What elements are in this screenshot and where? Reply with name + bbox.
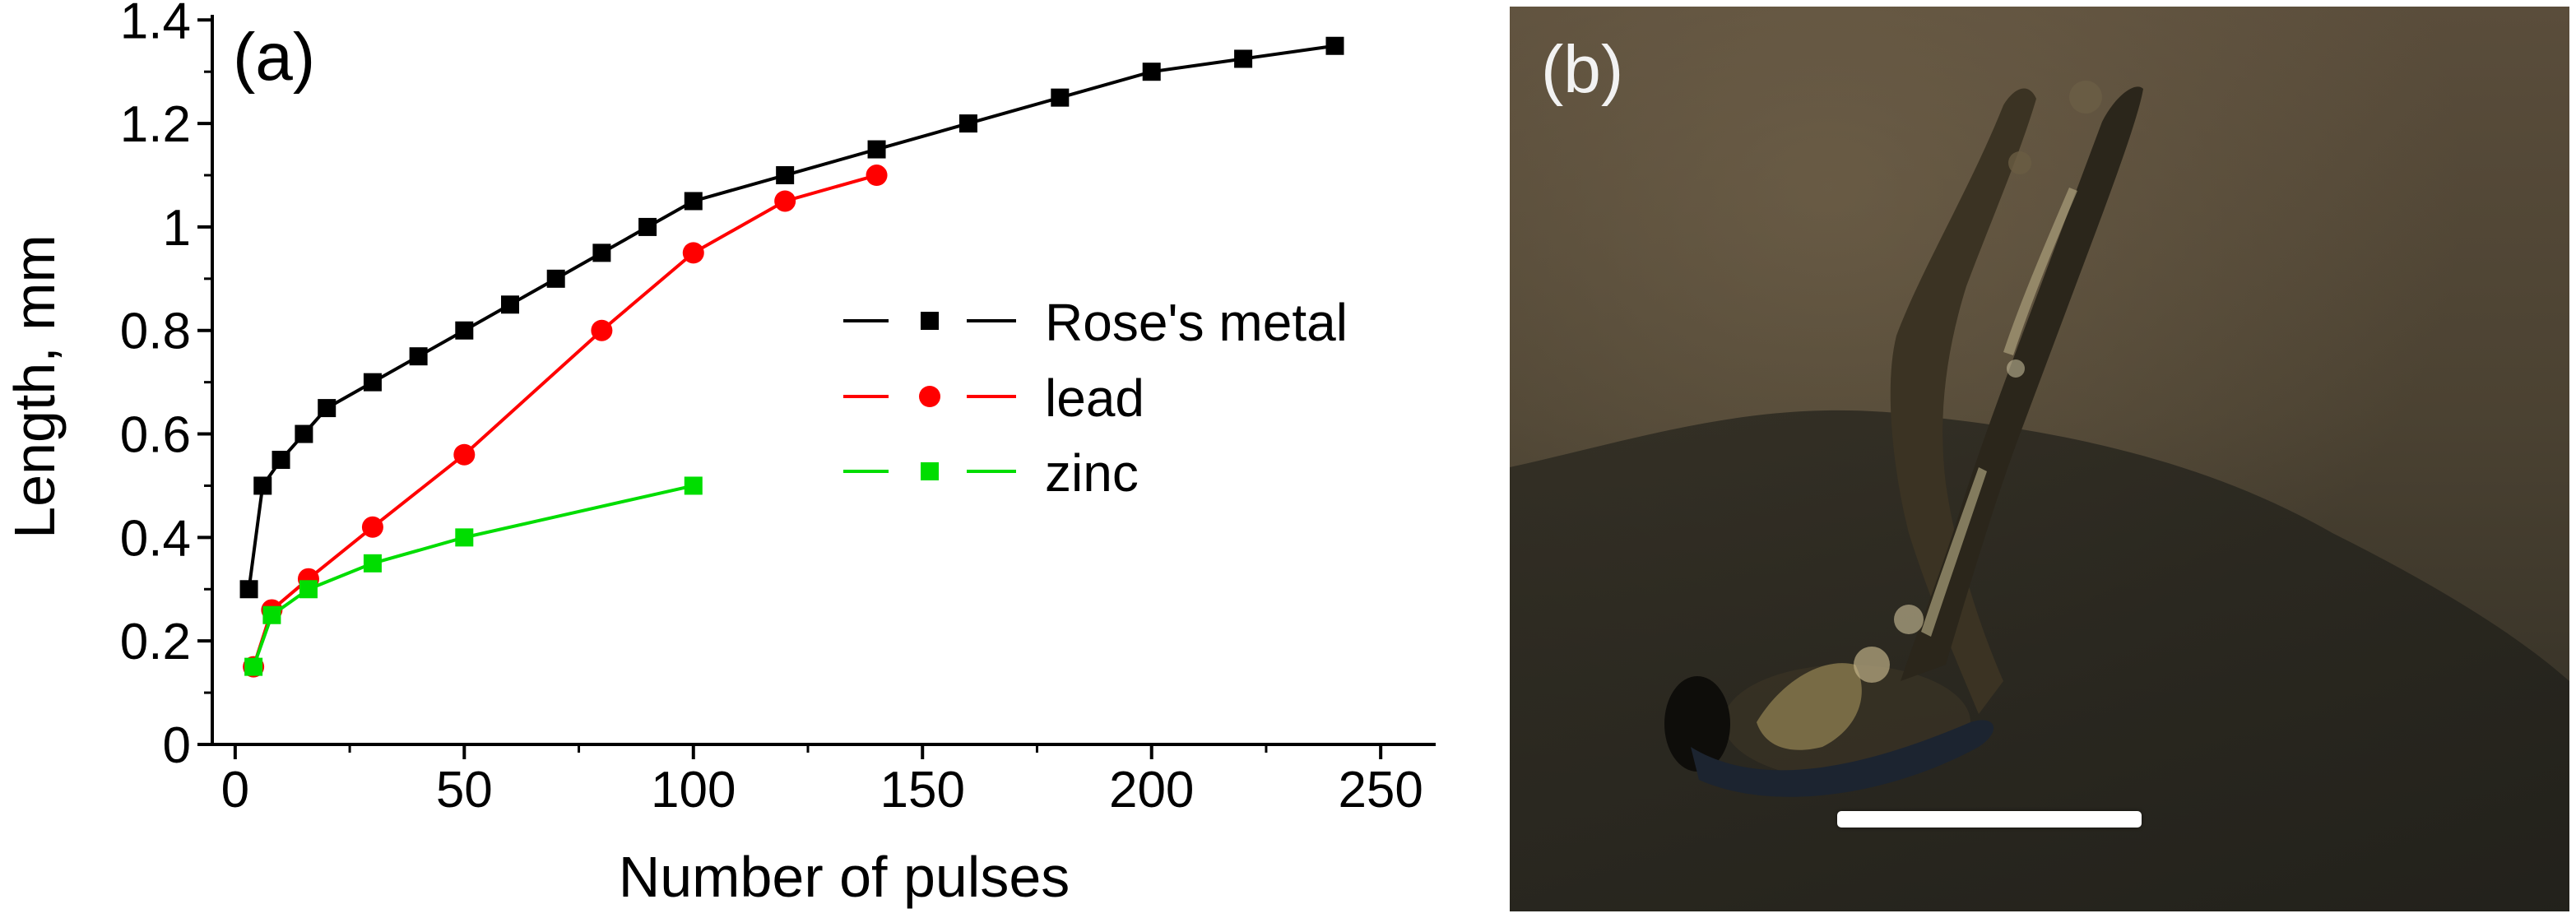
panel-a-label: (a) <box>233 20 315 95</box>
axes: 0 0.2 0.4 0.6 0.8 1 1.2 1.4 0 50 100 150 200 250 <box>120 0 1436 818</box>
microscope-photo <box>1510 7 2569 911</box>
data-point <box>776 166 795 185</box>
y-tick-label: 0.6 <box>120 407 191 464</box>
legend-label: zinc <box>1045 443 1139 503</box>
data-point <box>1325 36 1344 55</box>
series-line <box>252 174 878 668</box>
data-point <box>318 399 337 418</box>
data-point <box>455 528 474 547</box>
legend-label: lead <box>1045 369 1144 428</box>
data-point <box>1051 88 1070 107</box>
y-tick-label: 0.8 <box>120 304 191 360</box>
panel-b-label: (b) <box>1541 32 1624 107</box>
data-point <box>363 554 382 573</box>
y-tick-label: 1.4 <box>120 0 191 49</box>
data-point <box>299 580 318 599</box>
data-point <box>239 580 258 599</box>
series-rose-s-metal <box>239 36 1344 599</box>
data-point <box>409 347 428 366</box>
series-line <box>252 484 694 668</box>
x-tick-label: 0 <box>221 762 249 818</box>
series-layer <box>239 36 1344 678</box>
data-point <box>262 605 281 624</box>
data-point <box>866 165 888 187</box>
data-point <box>684 192 703 211</box>
data-point <box>546 269 565 288</box>
scale-bar <box>1837 811 2142 828</box>
x-axis-title: Number of pulses <box>619 845 1070 909</box>
data-point <box>774 190 796 212</box>
data-point <box>684 476 703 495</box>
y-tick-label: 0.4 <box>120 510 191 567</box>
data-point <box>638 217 657 236</box>
x-tick-label: 250 <box>1338 762 1423 818</box>
data-point <box>453 443 476 466</box>
legend-marker <box>921 462 939 480</box>
y-tick-label: 0 <box>163 717 191 774</box>
legend-entry: zinc <box>843 443 1139 503</box>
data-point <box>244 657 263 676</box>
data-point <box>592 243 611 262</box>
legend-entry: lead <box>843 369 1144 428</box>
x-tick-label: 50 <box>436 762 493 818</box>
legend: Rose's metal lead zinc <box>843 293 1348 503</box>
x-tick-label: 100 <box>651 762 736 818</box>
data-point <box>501 295 520 314</box>
y-axis-title: Length, mm <box>2 234 67 539</box>
photo-panel-b: (b) <box>1510 7 2569 911</box>
legend-label: Rose's metal <box>1045 293 1348 352</box>
x-tick-label: 150 <box>880 762 965 818</box>
data-point <box>272 451 290 470</box>
data-point <box>455 321 474 340</box>
data-point <box>682 242 704 264</box>
data-point <box>1142 63 1161 81</box>
y-tick-label: 0.2 <box>120 614 191 670</box>
data-point <box>1234 49 1253 68</box>
data-point <box>591 319 613 341</box>
data-point <box>361 516 383 538</box>
data-point <box>253 476 272 495</box>
data-point <box>958 114 977 133</box>
chart-panel-a: 0 0.2 0.4 0.6 0.8 1 1.2 1.4 0 50 100 150 200 250 Rose… <box>2 0 1436 909</box>
legend-marker <box>919 386 940 407</box>
x-tick-label: 200 <box>1109 762 1194 818</box>
series-zinc <box>244 476 703 676</box>
data-point <box>867 140 886 159</box>
data-point <box>363 373 382 392</box>
legend-entry: Rose's metal <box>843 293 1348 352</box>
y-tick-label: 1 <box>163 200 191 257</box>
legend-marker <box>921 312 939 330</box>
data-point <box>295 424 313 443</box>
y-tick-label: 1.2 <box>120 96 191 153</box>
series-lead <box>243 165 888 678</box>
